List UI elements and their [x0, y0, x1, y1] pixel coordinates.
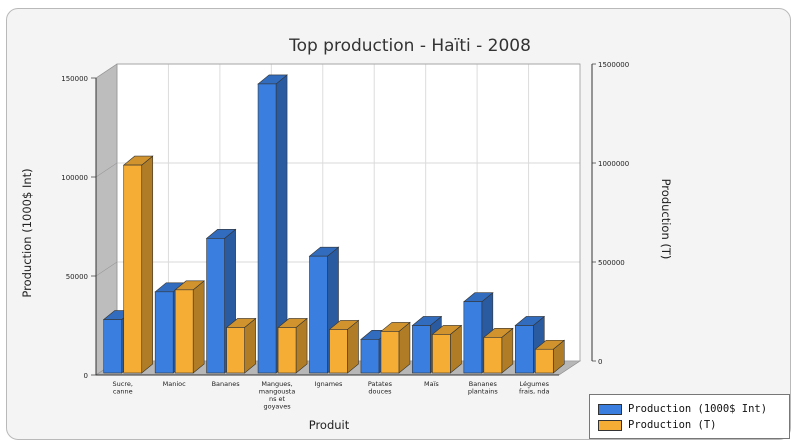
bar-tonnes [380, 321, 411, 374]
bar-front [257, 83, 277, 374]
x-tick-label-line: mangousta [259, 388, 296, 396]
bar-front [534, 348, 554, 374]
bar-tonnes [328, 319, 360, 374]
bar-front [103, 319, 123, 374]
bar-side [141, 155, 154, 374]
bar-front [329, 329, 348, 374]
bar-front [206, 238, 225, 374]
bar-front [412, 325, 431, 374]
x-tick-label: Manioc [163, 380, 186, 388]
x-tick-label: Ignames [315, 380, 343, 388]
legend-swatch-0 [598, 403, 622, 415]
x-tick-label-line: douces [368, 388, 392, 396]
bar-tonnes [122, 155, 154, 374]
plot-area: 050000100000150000050000010000001500000S… [61, 61, 629, 411]
x-tick-label-line: canne [113, 388, 133, 396]
y-axis-label: Production (1000$ Int) [20, 168, 34, 297]
bar-tonnes [174, 280, 206, 374]
x-tick-label-line: frais, nda [519, 388, 550, 396]
x-tick-label: Mangues, mangousta ns et goyaves [259, 380, 296, 411]
x-tick-label-line: Manioc [163, 380, 186, 388]
y2-tick-label: 0 [598, 358, 602, 366]
gridline-side [95, 63, 118, 79]
y2-tick-label: 1500000 [598, 61, 629, 69]
legend-item-1: Production (T) [598, 418, 717, 432]
bar-front [174, 289, 194, 374]
bar-tonnes [225, 317, 257, 374]
legend-swatch-1 [598, 419, 622, 431]
y2-tick-label: 500000 [598, 259, 625, 267]
x-tick-label-line: Sucre, [113, 380, 133, 388]
bar-front [309, 255, 328, 374]
x-tick-label-line: Mangues, [261, 380, 292, 388]
x-tick-label-line: goyaves [263, 403, 291, 411]
y-tick-label: 50000 [66, 273, 88, 281]
bar-front [123, 164, 143, 374]
bar-tonnes [431, 324, 463, 374]
y-tick-label: 100000 [61, 174, 88, 182]
bar-side [192, 280, 205, 374]
bar-front [154, 291, 174, 374]
bar-tonnes [482, 327, 514, 374]
x-tick-label-line: ns et [269, 395, 286, 403]
x-tick-label: Bananes plantains [468, 380, 498, 396]
y-tick-label: 0 [84, 372, 88, 380]
x-tick-label: Patates douces [368, 380, 393, 396]
chart-canvas: Top production - Haïti - 2008 Production… [20, 36, 673, 432]
legend-label-0: Production (1000$ Int) [628, 403, 768, 415]
legend-item-0: Production (1000$ Int) [598, 402, 767, 416]
bar-tonnes [277, 317, 308, 374]
x-tick-label: Légumes frais, nda [519, 380, 550, 396]
x-tick-label-line: Bananes [212, 380, 241, 388]
x-tick-label-line: Ignames [315, 380, 343, 388]
gridline-side [95, 162, 118, 178]
chart-panel: Top production - Haïti - 2008 Production… [6, 8, 791, 440]
x-axis-label: Produit [309, 418, 350, 432]
bar-front [483, 337, 503, 374]
bar-front [360, 339, 380, 374]
y2-tick-label: 1000000 [598, 160, 629, 168]
x-tick-label-line: Maïs [424, 380, 439, 388]
chart-title: Top production - Haïti - 2008 [288, 36, 531, 56]
bar-tonnes [534, 339, 566, 374]
bar-front [277, 327, 297, 374]
bar-front [432, 334, 451, 374]
bar-front [380, 331, 400, 374]
bar-front [463, 301, 483, 374]
y-tick-label: 150000 [61, 75, 88, 83]
x-tick-label: Bananes [212, 380, 241, 388]
bar-front [226, 327, 245, 374]
bar-side [244, 317, 256, 374]
x-tick-label-line: Patates [368, 380, 393, 388]
x-tick-label: Maïs [424, 380, 439, 388]
bar-front [514, 325, 534, 374]
gridline-side [95, 261, 118, 277]
x-tick-label-line: plantains [468, 388, 498, 396]
legend-label-1: Production (T) [628, 419, 717, 431]
x-tick-label-line: Légumes [520, 380, 550, 388]
bar-side [295, 317, 308, 374]
x-tick-label: Sucre, canne [113, 380, 133, 396]
legend: Production (1000$ Int) Production (T) [589, 394, 790, 439]
y2-axis-label: Production (T) [659, 179, 673, 260]
x-tick-label-line: Bananes [469, 380, 498, 388]
